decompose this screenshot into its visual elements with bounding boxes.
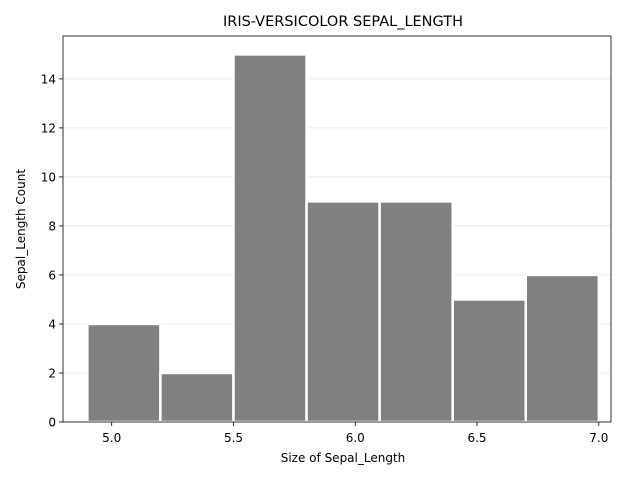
x-tick-label: 5.0 [102, 431, 121, 445]
x-axis-ticks: 5.0 5.5 6.0 6.5 7.0 [102, 422, 608, 445]
y-tick-label: 8 [48, 219, 56, 233]
y-tick-label: 0 [48, 416, 56, 430]
histogram-bar [86, 322, 162, 424]
y-tick-label: 12 [41, 121, 56, 135]
histogram-bar [378, 200, 454, 424]
y-axis-label: Sepal_Length Count [14, 169, 28, 289]
histogram-bar [451, 298, 528, 424]
histogram-bar [159, 371, 235, 424]
plot-area-frame [62, 35, 612, 423]
y-tick-label: 2 [48, 366, 56, 380]
chart-title: IRIS-VERSICOLOR SEPAL_LENGTH [223, 14, 463, 30]
x-tick-label: 5.5 [224, 431, 243, 445]
x-axis-label: Size of Sepal_Length [281, 451, 406, 465]
histogram-bar [305, 200, 381, 424]
x-tick-label: 7.0 [589, 431, 608, 445]
y-axis-ticks: 0 2 4 6 8 10 12 14 [41, 72, 63, 430]
x-tick-label: 6.5 [467, 431, 486, 445]
y-tick-label: 10 [41, 170, 56, 184]
y-tick-label: 6 [48, 268, 56, 282]
histogram-bar [232, 53, 308, 424]
y-tick-label: 4 [48, 317, 56, 331]
histogram-bar [524, 273, 601, 424]
y-tick-label: 14 [41, 72, 56, 86]
bars [86, 53, 601, 424]
x-tick-label: 6.0 [346, 431, 365, 445]
